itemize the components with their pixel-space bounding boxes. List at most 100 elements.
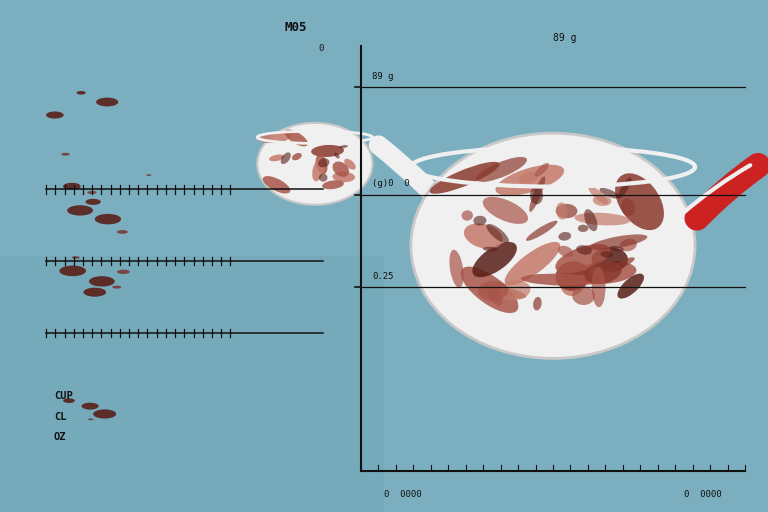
Text: CL: CL <box>54 412 66 422</box>
Ellipse shape <box>578 225 588 232</box>
Text: OZ: OZ <box>54 432 66 442</box>
Ellipse shape <box>574 212 631 225</box>
Ellipse shape <box>285 130 308 146</box>
Ellipse shape <box>59 266 86 276</box>
Text: 89 g: 89 g <box>372 72 394 81</box>
Ellipse shape <box>572 286 595 305</box>
Ellipse shape <box>292 153 302 160</box>
Ellipse shape <box>535 163 549 177</box>
Ellipse shape <box>556 202 568 220</box>
Ellipse shape <box>89 276 114 287</box>
Ellipse shape <box>112 286 121 289</box>
Ellipse shape <box>77 91 86 95</box>
Ellipse shape <box>533 297 541 310</box>
Ellipse shape <box>94 214 121 224</box>
FancyArrowPatch shape <box>379 145 536 330</box>
Ellipse shape <box>269 155 284 161</box>
Ellipse shape <box>464 223 502 249</box>
Ellipse shape <box>574 261 637 284</box>
Ellipse shape <box>483 197 528 224</box>
Ellipse shape <box>462 210 473 221</box>
Ellipse shape <box>263 176 290 194</box>
Ellipse shape <box>600 188 619 199</box>
Ellipse shape <box>319 174 327 182</box>
Ellipse shape <box>521 273 601 286</box>
Ellipse shape <box>429 162 499 194</box>
Ellipse shape <box>555 244 611 273</box>
Ellipse shape <box>526 221 558 241</box>
Text: (g)0  0: (g)0 0 <box>372 179 410 188</box>
Ellipse shape <box>530 186 543 204</box>
Ellipse shape <box>281 153 291 164</box>
Ellipse shape <box>620 239 637 251</box>
Ellipse shape <box>449 250 464 288</box>
Ellipse shape <box>313 159 324 181</box>
Ellipse shape <box>591 266 605 307</box>
Ellipse shape <box>601 251 614 258</box>
Ellipse shape <box>339 145 348 148</box>
Ellipse shape <box>486 224 509 243</box>
Ellipse shape <box>63 398 74 403</box>
Ellipse shape <box>117 230 127 234</box>
Bar <box>0 256 384 512</box>
Ellipse shape <box>93 410 116 419</box>
Ellipse shape <box>344 159 356 169</box>
Ellipse shape <box>476 157 527 182</box>
Ellipse shape <box>576 245 592 254</box>
Ellipse shape <box>96 98 118 106</box>
Ellipse shape <box>621 199 635 216</box>
Ellipse shape <box>411 133 695 358</box>
Ellipse shape <box>72 256 80 259</box>
Ellipse shape <box>487 288 502 306</box>
Ellipse shape <box>558 246 573 257</box>
Ellipse shape <box>258 132 292 143</box>
Ellipse shape <box>461 267 518 313</box>
Ellipse shape <box>593 195 611 206</box>
Ellipse shape <box>482 247 498 251</box>
Ellipse shape <box>61 153 70 156</box>
Ellipse shape <box>495 165 564 196</box>
Ellipse shape <box>63 183 81 190</box>
Ellipse shape <box>617 273 644 298</box>
Ellipse shape <box>615 173 664 230</box>
Text: 89 g: 89 g <box>553 33 577 43</box>
Ellipse shape <box>615 258 634 268</box>
FancyArrowPatch shape <box>683 165 750 213</box>
Ellipse shape <box>146 174 151 176</box>
Ellipse shape <box>117 270 130 274</box>
Ellipse shape <box>558 232 571 241</box>
Ellipse shape <box>85 199 101 205</box>
Ellipse shape <box>492 287 526 298</box>
Ellipse shape <box>560 264 588 296</box>
Ellipse shape <box>88 418 94 420</box>
Ellipse shape <box>472 242 517 277</box>
Ellipse shape <box>322 180 344 189</box>
FancyArrowPatch shape <box>697 165 758 218</box>
Text: M05: M05 <box>284 20 306 34</box>
Ellipse shape <box>505 242 561 285</box>
Ellipse shape <box>316 155 328 174</box>
Ellipse shape <box>257 123 372 205</box>
Ellipse shape <box>81 403 99 410</box>
Ellipse shape <box>334 153 339 159</box>
Ellipse shape <box>617 178 631 199</box>
Ellipse shape <box>519 172 538 184</box>
Ellipse shape <box>584 261 622 284</box>
Ellipse shape <box>556 204 578 218</box>
Text: 0  0000: 0 0000 <box>684 489 721 499</box>
Ellipse shape <box>610 246 624 252</box>
Ellipse shape <box>88 191 97 194</box>
Ellipse shape <box>584 209 598 231</box>
Ellipse shape <box>84 288 106 296</box>
Ellipse shape <box>589 234 647 250</box>
Ellipse shape <box>318 158 329 167</box>
Ellipse shape <box>555 261 590 291</box>
Ellipse shape <box>588 186 608 204</box>
Ellipse shape <box>333 172 355 182</box>
Ellipse shape <box>333 161 349 177</box>
Text: 0.25: 0.25 <box>372 271 394 281</box>
Ellipse shape <box>478 281 508 301</box>
Text: CUP: CUP <box>54 391 72 401</box>
Ellipse shape <box>67 205 93 216</box>
Ellipse shape <box>529 176 545 212</box>
